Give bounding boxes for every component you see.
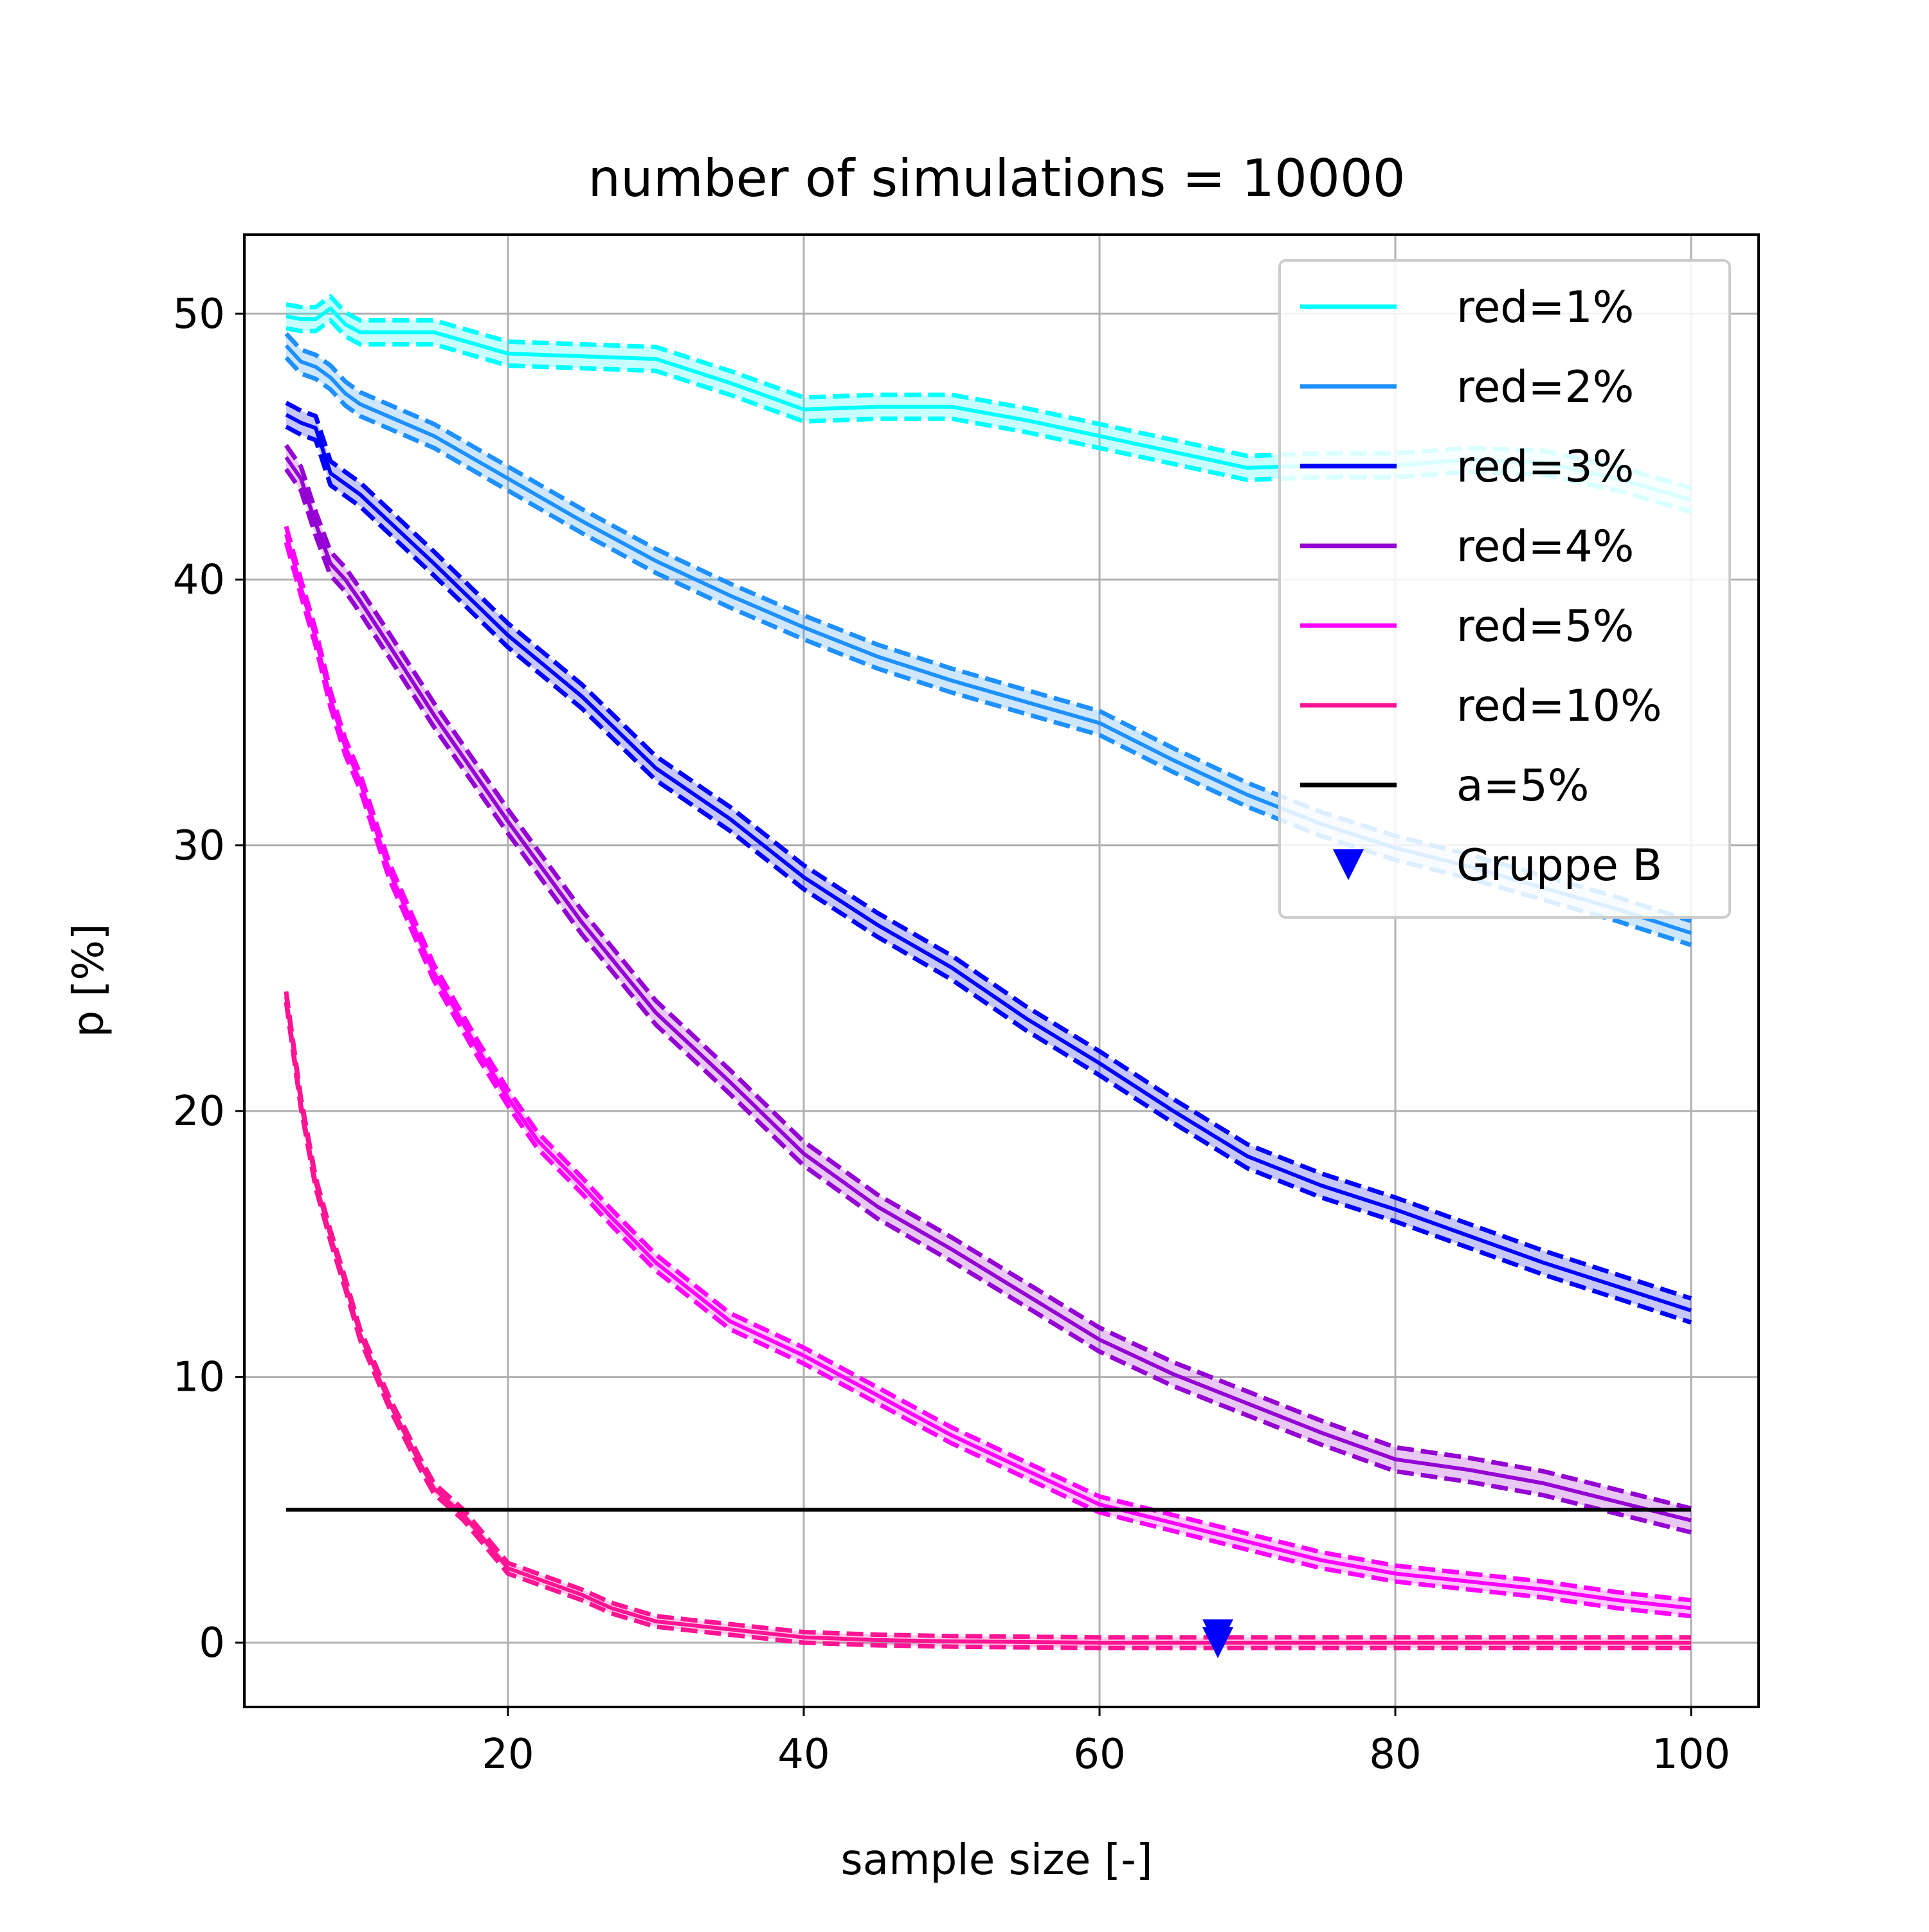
- legend-label: a=5%: [1456, 761, 1589, 811]
- x-tick-label: 100: [1652, 1731, 1730, 1778]
- y-tick-label: 20: [173, 1088, 225, 1135]
- legend-swatch: [1333, 849, 1364, 880]
- series-line: [284, 534, 1692, 1611]
- axis-ticks: 20 40 60 80 100 0 10 20 30 40 50: [173, 291, 1731, 1778]
- series-3: [285, 401, 1692, 1325]
- x-tick-label: 40: [777, 1731, 829, 1778]
- x-tick-label: 20: [482, 1731, 534, 1778]
- y-tick-label: 10: [173, 1354, 225, 1402]
- legend-label: red=2%: [1456, 362, 1634, 413]
- legend-label: red=3%: [1456, 442, 1634, 492]
- series-line: [284, 456, 1692, 1522]
- legend-label: red=5%: [1456, 601, 1634, 652]
- series-line: [284, 996, 1691, 1645]
- series-upper-bound: [284, 991, 1691, 1640]
- chart-title: number of simulations = 10000: [588, 149, 1405, 208]
- legend-label: red=1%: [1456, 282, 1634, 333]
- series-6: [284, 991, 1691, 1650]
- x-tick-label: 60: [1073, 1731, 1125, 1778]
- series-lower-bound: [285, 424, 1692, 1325]
- series-lower-bound: [284, 541, 1692, 1619]
- x-tick-label: 80: [1369, 1731, 1421, 1778]
- legend-label: red=10%: [1456, 681, 1662, 732]
- plot-frame: [243, 233, 1760, 1708]
- series-4: [284, 444, 1692, 1535]
- y-tick-label: 30: [173, 822, 225, 870]
- gruppe-b-marker: [1202, 1627, 1233, 1658]
- series-lower-bound: [284, 1002, 1691, 1650]
- y-tick-label: 0: [199, 1620, 225, 1667]
- legend-label: red=4%: [1456, 521, 1634, 572]
- legend-label: Gruppe B: [1456, 840, 1662, 891]
- y-tick-label: 40: [173, 556, 225, 604]
- series-upper-bound: [284, 525, 1692, 1603]
- y-axis-label: p [%]: [64, 923, 113, 1037]
- x-axis-label: sample size [-]: [840, 1835, 1152, 1884]
- series-upper-bound: [285, 401, 1692, 1301]
- y-tick-label: 50: [173, 291, 225, 338]
- series-line: [285, 413, 1692, 1313]
- series-5: [284, 525, 1692, 1619]
- legend-box: [1278, 259, 1731, 919]
- legend: red=1% red=2% red=3% red=4% red=5% red=10% a=5…: [1278, 259, 1731, 919]
